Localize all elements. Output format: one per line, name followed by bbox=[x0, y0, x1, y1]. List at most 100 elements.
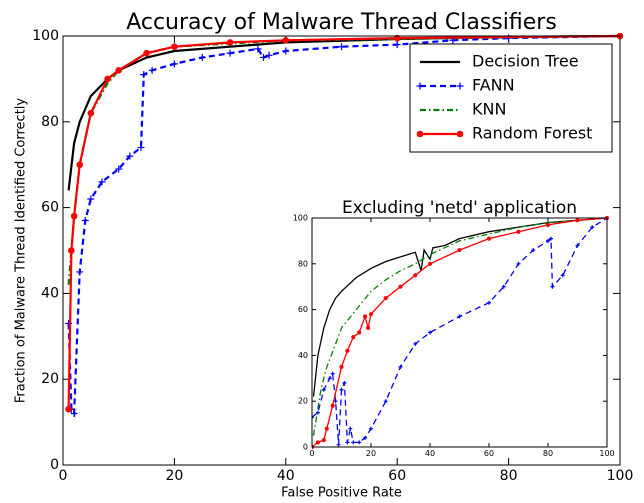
marker bbox=[282, 47, 290, 55]
y-tick-label: 60 bbox=[298, 305, 308, 314]
marker bbox=[393, 41, 401, 49]
marker bbox=[330, 371, 335, 376]
marker bbox=[393, 34, 401, 42]
marker bbox=[68, 247, 75, 254]
marker bbox=[342, 380, 347, 385]
marker bbox=[70, 212, 78, 220]
marker bbox=[171, 43, 178, 51]
marker bbox=[312, 415, 314, 420]
x-tick-label: 100 bbox=[599, 449, 614, 458]
marker bbox=[368, 312, 374, 317]
marker bbox=[345, 440, 350, 445]
chart-title: Excluding 'netd' application bbox=[342, 198, 577, 218]
marker bbox=[254, 45, 262, 53]
marker bbox=[357, 330, 362, 335]
legend-label: KNN bbox=[472, 100, 506, 119]
axes-frame bbox=[62, 35, 621, 466]
marker bbox=[487, 300, 491, 305]
marker bbox=[330, 403, 335, 408]
marker bbox=[115, 67, 122, 74]
x-tick-label: 0 bbox=[59, 468, 68, 484]
x-tick-label: 40 bbox=[425, 449, 435, 458]
marker bbox=[413, 273, 418, 278]
marker bbox=[345, 348, 350, 353]
y-tick-label: 100 bbox=[293, 214, 308, 223]
marker bbox=[76, 161, 84, 168]
marker bbox=[363, 314, 368, 319]
axes: Excluding 'netd' application 0 20 40 60 80 100… bbox=[293, 198, 615, 458]
marker bbox=[501, 284, 506, 289]
marker bbox=[143, 49, 150, 57]
marker bbox=[226, 49, 234, 57]
marker bbox=[416, 82, 424, 90]
marker bbox=[351, 334, 356, 340]
x-tick-label: 100 bbox=[607, 468, 634, 484]
x-tick-label: 60 bbox=[388, 468, 406, 484]
axes-frame bbox=[311, 217, 608, 448]
y-tick-label: 100 bbox=[32, 28, 59, 44]
marker bbox=[548, 236, 553, 241]
y-tick-label: 0 bbox=[303, 443, 308, 452]
marker bbox=[315, 440, 320, 445]
y-tick-label: 40 bbox=[41, 285, 59, 301]
marker bbox=[336, 442, 341, 447]
marker bbox=[115, 165, 123, 173]
marker bbox=[148, 66, 156, 74]
marker bbox=[550, 284, 555, 289]
marker bbox=[198, 53, 206, 61]
marker bbox=[87, 195, 95, 203]
marker bbox=[456, 82, 464, 90]
y-tick-label: 60 bbox=[41, 200, 59, 216]
marker bbox=[575, 218, 580, 223]
y-tick-label: 20 bbox=[41, 371, 59, 387]
marker bbox=[383, 399, 388, 404]
x-tick-label: 60 bbox=[484, 449, 494, 458]
marker bbox=[456, 130, 464, 138]
series-line bbox=[67, 34, 621, 418]
marker bbox=[575, 243, 580, 248]
series-line bbox=[312, 217, 608, 436]
marker bbox=[282, 36, 290, 44]
marker bbox=[427, 261, 433, 266]
marker bbox=[363, 435, 368, 440]
x-tick-label: 80 bbox=[543, 449, 553, 458]
marker bbox=[351, 440, 356, 445]
marker bbox=[65, 405, 72, 413]
marker bbox=[98, 178, 106, 186]
chart-title: Accuracy of Malware Thread Classifiers bbox=[126, 10, 557, 35]
marker bbox=[457, 247, 462, 253]
x-tick-label: 0 bbox=[309, 449, 314, 458]
x-tick-label: 20 bbox=[366, 449, 376, 458]
x-tick-label: 80 bbox=[500, 468, 518, 484]
marker bbox=[369, 426, 373, 431]
y-axis-label: Fraction of Malware Thread Identified Co… bbox=[14, 98, 29, 404]
marker bbox=[104, 75, 111, 83]
marker bbox=[338, 43, 345, 51]
plot-area bbox=[312, 218, 607, 447]
marker bbox=[324, 426, 329, 431]
marker bbox=[457, 314, 462, 319]
marker bbox=[76, 268, 84, 276]
marker bbox=[590, 225, 595, 230]
x-tick-label: 20 bbox=[165, 468, 183, 484]
marker bbox=[348, 426, 353, 431]
marker bbox=[81, 216, 89, 224]
y-tick-label: 80 bbox=[298, 259, 308, 268]
marker bbox=[546, 238, 550, 243]
legend: Decision Tree FANN KNN Random Forest bbox=[409, 43, 613, 153]
marker bbox=[516, 229, 521, 234]
marker bbox=[226, 39, 234, 46]
marker bbox=[531, 248, 536, 253]
x-tick-label: 40 bbox=[277, 468, 295, 484]
series-line bbox=[312, 217, 608, 397]
marker bbox=[265, 51, 273, 59]
marker bbox=[428, 330, 432, 335]
marker bbox=[87, 109, 95, 117]
marker bbox=[365, 325, 371, 331]
x-axis-label: False Positive Rate bbox=[281, 486, 402, 501]
series-line bbox=[312, 217, 608, 448]
marker bbox=[357, 440, 362, 445]
marker bbox=[339, 364, 344, 369]
marker bbox=[545, 222, 551, 227]
y-tick-label: 20 bbox=[298, 397, 308, 406]
